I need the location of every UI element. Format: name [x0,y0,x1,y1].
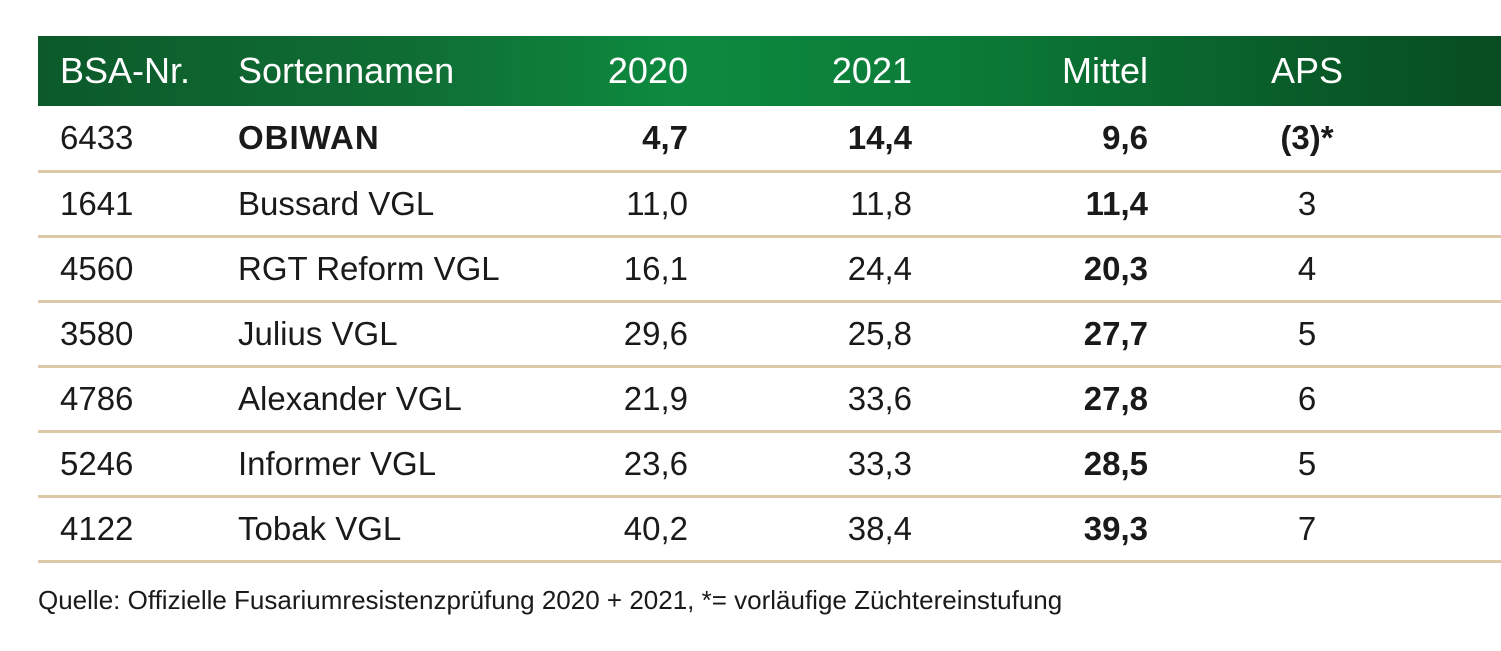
header-mittel: Mittel [1061,50,1148,91]
cell-bsa-nr: 4560 [60,249,134,287]
cell-aps: 4 [1297,249,1317,287]
table-row: 4122 Tobak VGL 40,2 38,4 39,3 7 [38,496,1501,561]
cell-sortenname: RGT Reform VGL [238,249,500,287]
cell-sortenname: OBIWAN [238,118,380,156]
table-body: 6433 OBIWAN 4,7 14,4 9,6 (3)* 1641 Bussa… [38,106,1501,561]
cell-sortenname: Tobak VGL [238,509,402,547]
cell-aps: 5 [1297,314,1317,352]
header-bsa-nr: BSA-Nr. [60,50,191,91]
cell-2021: 24,4 [847,249,912,287]
cell-sortenname: Informer VGL [238,444,437,482]
table-row: 3580 Julius VGL 29,6 25,8 27,7 5 [38,301,1501,366]
cell-mittel: 28,5 [1083,444,1148,482]
cell-2021: 33,6 [847,379,912,417]
cell-2021: 11,8 [850,184,912,222]
cell-sortenname: Bussard VGL [238,184,435,222]
cell-aps: 3 [1297,184,1317,222]
cell-2020: 40,2 [623,509,688,547]
table-row: 6433 OBIWAN 4,7 14,4 9,6 (3)* [38,106,1501,171]
cell-aps: 5 [1297,444,1317,482]
results-table-container: BSA-Nr. Sortennamen 2020 2021 Mittel APS… [38,36,1501,563]
cell-mittel: 39,3 [1083,509,1148,547]
cell-aps: 6 [1297,379,1317,417]
cell-2020: 4,7 [642,118,688,156]
cell-2020: 23,6 [623,444,688,482]
cell-sortenname: Alexander VGL [238,379,462,417]
cell-mittel: 9,6 [1102,118,1148,156]
cell-mittel: 27,8 [1083,379,1148,417]
cell-2020: 16,1 [623,249,688,287]
cell-aps: (3)* [1280,118,1334,156]
cell-mittel: 27,7 [1083,314,1148,352]
cell-mittel: 11,4 [1085,184,1148,222]
cell-2021: 38,4 [847,509,912,547]
header-2020: 2020 [607,50,688,91]
cell-sortenname: Julius VGL [238,314,398,352]
table-row: 5246 Informer VGL 23,6 33,3 28,5 5 [38,431,1501,496]
source-footnote: Quelle: Offizielle Fusariumresistenzprüf… [38,585,1063,615]
cell-bsa-nr: 4786 [60,379,134,417]
cell-bsa-nr: 6433 [60,118,134,156]
cell-mittel: 20,3 [1083,249,1148,287]
header-sortennamen: Sortennamen [238,50,455,91]
cell-2020: 21,9 [623,379,688,417]
cell-aps: 7 [1297,509,1317,547]
header-aps: APS [1270,50,1344,91]
cell-2021: 25,8 [847,314,912,352]
header-row: BSA-Nr. Sortennamen 2020 2021 Mittel APS [38,36,1501,106]
cell-bsa-nr: 3580 [60,314,134,352]
table-header: BSA-Nr. Sortennamen 2020 2021 Mittel APS [38,36,1501,106]
cell-bsa-nr: 4122 [60,509,134,547]
cell-bsa-nr: 5246 [60,444,134,482]
header-2021: 2021 [831,50,912,91]
table-row: 1641 Bussard VGL 11,0 11,8 11,4 3 [38,171,1501,236]
cell-2020: 29,6 [623,314,688,352]
table-row: 4786 Alexander VGL 21,9 33,6 27,8 6 [38,366,1501,431]
cell-2020: 11,0 [626,184,688,222]
fusarium-results-table: BSA-Nr. Sortennamen 2020 2021 Mittel APS… [38,36,1501,563]
cell-2021: 14,4 [847,118,912,156]
table-row: 4560 RGT Reform VGL 16,1 24,4 20,3 4 [38,236,1501,301]
cell-2021: 33,3 [847,444,912,482]
cell-bsa-nr: 1641 [60,184,134,222]
